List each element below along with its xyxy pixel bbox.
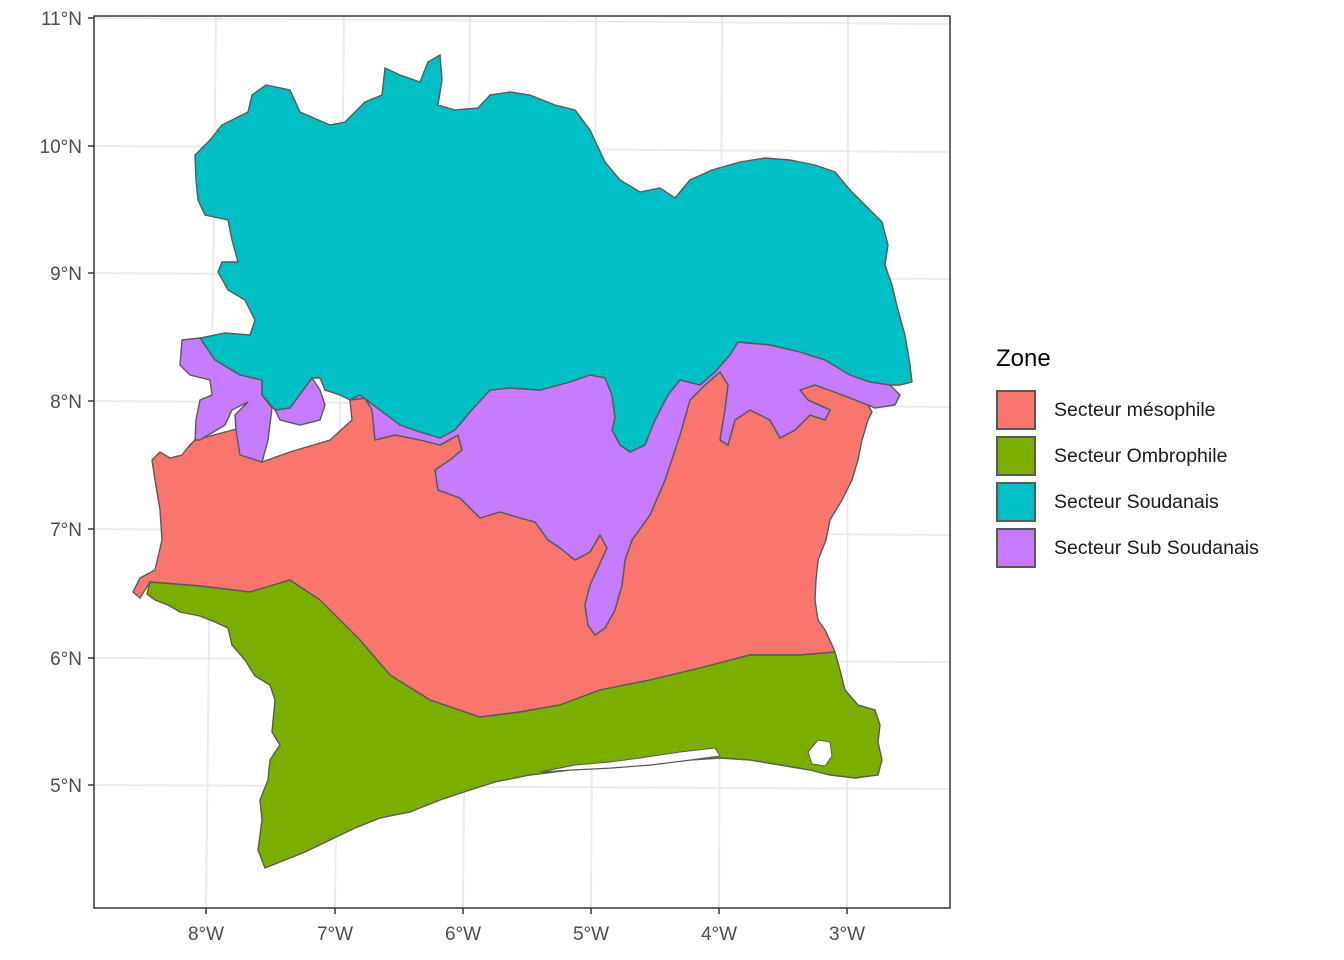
y-tick-label: 8°N	[50, 392, 82, 413]
legend-key	[996, 436, 1036, 476]
lagoon-shape	[539, 747, 721, 773]
legend-label: Secteur Sub Soudanais	[1054, 536, 1259, 559]
legend-key	[996, 390, 1036, 430]
x-axis: 8°W 7°W 6°W 5°W 4°W 3°W	[188, 908, 865, 945]
y-tick-label: 10°N	[40, 137, 82, 158]
legend-label: Secteur Soudanais	[1054, 490, 1219, 513]
legend-label: Secteur Ombrophile	[1054, 444, 1228, 467]
legend-title: Zone	[996, 345, 1051, 372]
legend-key	[996, 482, 1036, 522]
legend-key	[996, 528, 1036, 568]
legend: Zone Secteur mésophile Secteur Ombrophil…	[996, 345, 1259, 571]
legend-item-mesophile: Secteur mésophile	[996, 387, 1259, 433]
x-tick-label: 8°W	[188, 924, 224, 945]
legend-item-ombrophile: Secteur Ombrophile	[996, 433, 1259, 479]
x-tick-label: 7°W	[317, 924, 353, 945]
y-tick-label: 9°N	[50, 264, 82, 285]
y-tick-label: 7°N	[50, 520, 82, 541]
panel-border	[93, 15, 951, 909]
legend-item-sub-soudanais: Secteur Sub Soudanais	[996, 525, 1259, 571]
y-axis: 11°N 10°N 9°N 8°N 7°N 6°N 5°N	[40, 9, 94, 797]
zone-soudanais-region	[194, 53, 913, 453]
legend-label: Secteur mésophile	[1054, 398, 1216, 421]
x-tick-label: 3°W	[829, 924, 865, 945]
x-tick-label: 4°W	[701, 924, 737, 945]
legend-item-soudanais: Secteur Soudanais	[996, 479, 1259, 525]
y-tick-label: 6°N	[50, 649, 82, 670]
x-tick-label: 6°W	[445, 924, 481, 945]
lagoon-shape	[807, 739, 833, 767]
y-tick-label: 5°N	[50, 776, 82, 797]
y-tick-label: 11°N	[41, 9, 82, 30]
x-tick-label: 5°W	[573, 924, 609, 945]
